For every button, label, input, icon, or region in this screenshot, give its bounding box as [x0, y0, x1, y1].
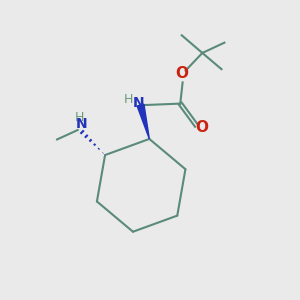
Text: N: N [132, 96, 144, 110]
Text: H: H [75, 111, 84, 124]
Text: H: H [124, 93, 133, 106]
Text: O: O [195, 120, 208, 135]
Text: O: O [175, 66, 188, 81]
Text: N: N [76, 116, 87, 130]
Polygon shape [137, 104, 149, 139]
